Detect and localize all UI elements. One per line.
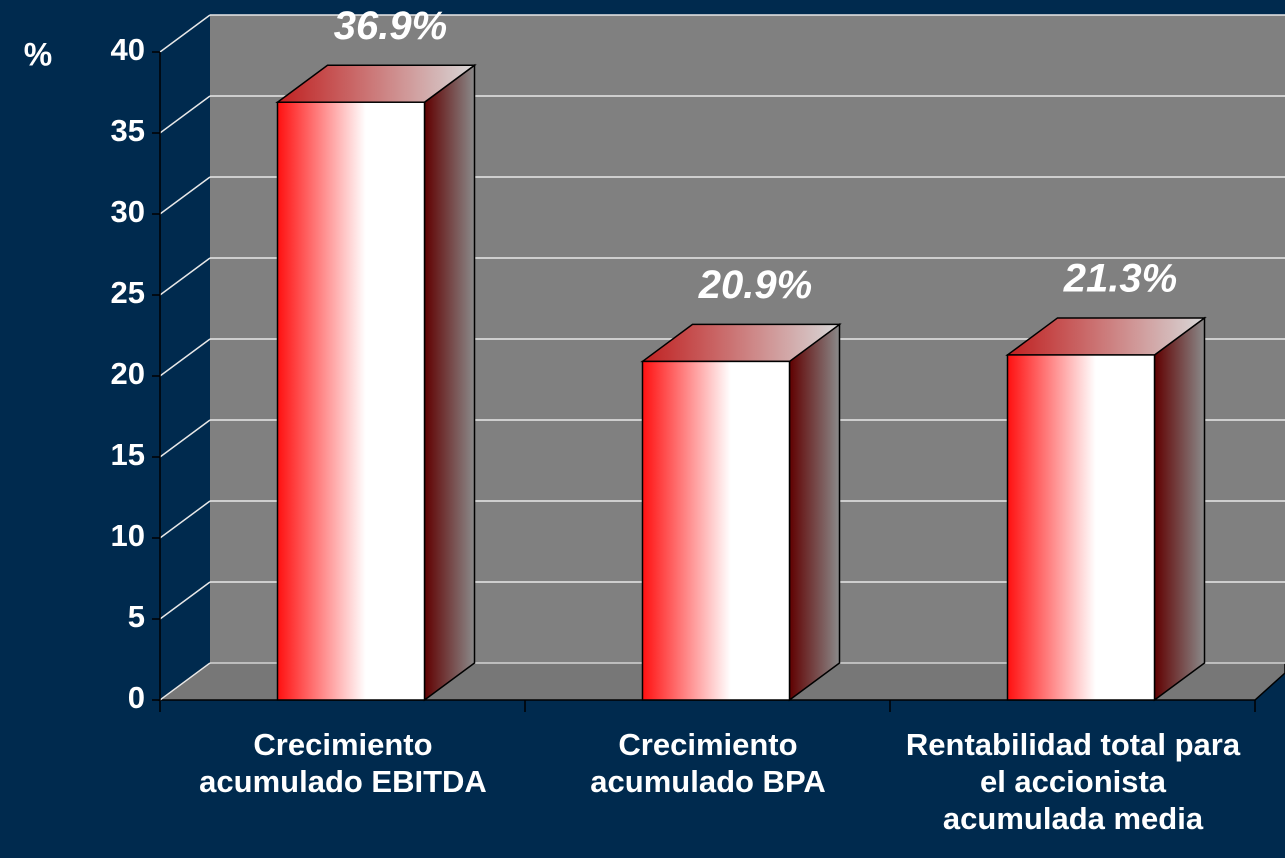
grid-line bbox=[159, 95, 211, 134]
value-label: 20.9% bbox=[698, 263, 812, 307]
y-tick-label: 25 bbox=[111, 275, 145, 310]
bar bbox=[641, 360, 791, 701]
y-tick-label: 5 bbox=[128, 599, 145, 634]
bar bbox=[1006, 354, 1156, 701]
grid-line bbox=[159, 176, 211, 215]
grid-line bbox=[159, 338, 211, 377]
bar-side bbox=[423, 63, 476, 702]
y-tick-label: 10 bbox=[111, 518, 145, 553]
grid-line bbox=[159, 662, 211, 701]
bar-side bbox=[1153, 316, 1206, 702]
grid-line bbox=[159, 14, 211, 53]
grid-line bbox=[159, 581, 211, 620]
x-tick-label: Crecimiento acumulado EBITDA bbox=[199, 727, 487, 800]
grid-line bbox=[159, 500, 211, 539]
y-axis-label: % bbox=[24, 36, 52, 72]
value-label: 36.9% bbox=[334, 4, 447, 48]
y-tick-label: 40 bbox=[111, 32, 145, 67]
y-tick-label: 0 bbox=[128, 680, 145, 715]
y-tick-label: 15 bbox=[111, 437, 145, 472]
bar-side bbox=[788, 322, 841, 702]
y-tick-label: 35 bbox=[111, 113, 145, 148]
grid-line bbox=[159, 257, 211, 296]
y-tick-label: 30 bbox=[111, 194, 145, 229]
value-label: 21.3% bbox=[1063, 257, 1177, 301]
bar bbox=[276, 101, 426, 701]
y-tick-label: 20 bbox=[111, 356, 145, 391]
grid-line bbox=[159, 419, 211, 458]
x-tick-label: Crecimiento acumulado BPA bbox=[590, 727, 826, 800]
x-tick-label: Rentabilidad total para el accionista ac… bbox=[905, 727, 1241, 837]
